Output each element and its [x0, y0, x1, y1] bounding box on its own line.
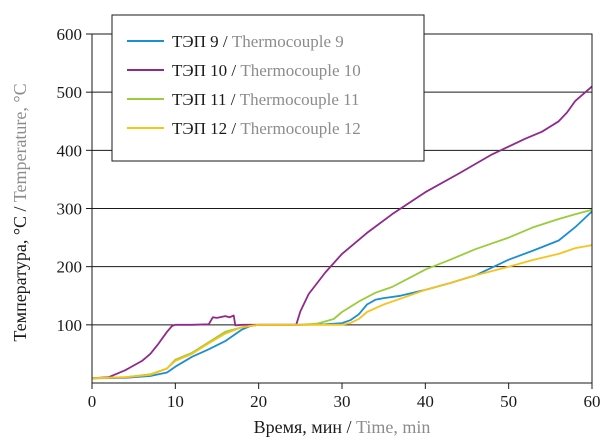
y-tick-label: 500 [57, 83, 83, 102]
x-tick-label: 20 [250, 392, 267, 411]
legend-label: ТЭП 11 / Thermocouple 11 [172, 90, 360, 109]
y-tick-label: 600 [57, 25, 83, 44]
legend-label-ru: ТЭП 12 [172, 119, 227, 138]
legend-box [111, 14, 425, 162]
legend-label-en: Thermocouple 11 [240, 90, 360, 109]
x-tick-label: 50 [500, 392, 517, 411]
y-axis-title-en: Temperature, °C [10, 83, 30, 202]
series-line-2 [91, 85, 593, 380]
x-tick-label: 60 [584, 392, 601, 411]
legend-label-ru: ТЭП 11 [172, 90, 227, 109]
series-line-4 [91, 244, 593, 380]
y-tick-label: 400 [57, 141, 83, 160]
legend-label-en: Thermocouple 9 [232, 32, 344, 51]
x-tick-label: 10 [167, 392, 184, 411]
y-tick-label: 300 [57, 200, 83, 219]
legend-label-en: Thermocouple 10 [240, 61, 360, 80]
legend: ТЭП 9 / Thermocouple 9 ТЭП 10 / Thermocou… [111, 14, 425, 162]
y-tick-label: 200 [57, 258, 83, 277]
x-axis-title: Время, мин / Time, min [254, 417, 431, 437]
legend-label: ТЭП 12 / Thermocouple 12 [172, 119, 361, 138]
y-tick-label: 100 [57, 316, 83, 335]
legend-label: ТЭП 9 / Thermocouple 9 [172, 32, 344, 51]
x-tick-label: 0 [88, 392, 97, 411]
y-axis-title-ru: Температура, °C [10, 216, 30, 342]
legend-label-ru: ТЭП 10 [172, 61, 227, 80]
axis-ticks: 100 200 300 400 500 600 0 10 20 30 40 50 60 [57, 25, 601, 411]
x-axis-title-ru: Время, мин [254, 417, 343, 437]
series-line-1 [91, 210, 593, 380]
y-axis-title: Температура, °C / Temperature, °C [10, 83, 30, 341]
series-line-3 [91, 208, 593, 380]
legend-label-ru: ТЭП 9 [172, 32, 219, 51]
x-tick-label: 30 [334, 392, 351, 411]
x-tick-label: 40 [417, 392, 434, 411]
series-lines [91, 85, 593, 380]
x-axis-title-en: Time, min [356, 417, 430, 437]
legend-label: ТЭП 10 / Thermocouple 10 [172, 61, 361, 80]
legend-label-en: Thermocouple 12 [240, 119, 360, 138]
